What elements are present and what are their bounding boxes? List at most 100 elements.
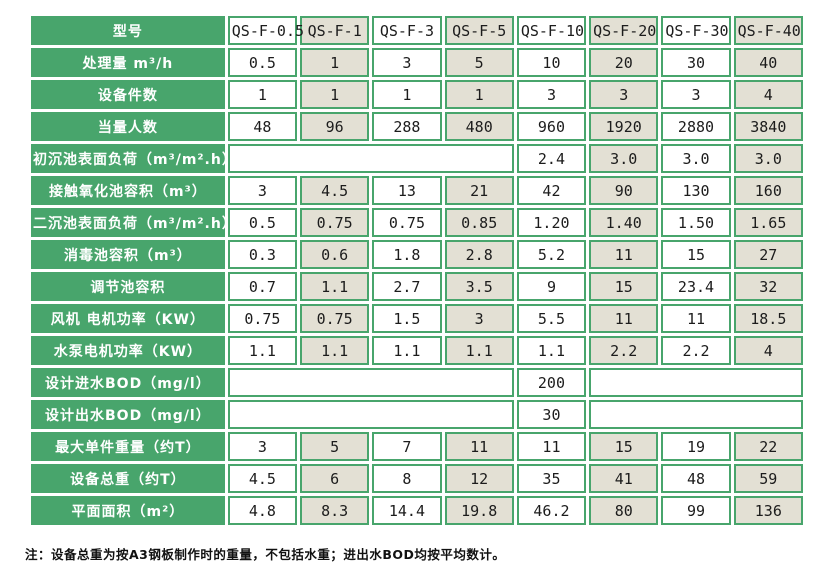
- row-label: 二沉池表面负荷（m³/m².h）: [31, 208, 236, 237]
- merged-blank-cell: [227, 144, 514, 173]
- value-cell: 3: [661, 80, 731, 109]
- value-cell: 0.75: [300, 304, 370, 333]
- table-row: 最大单件重量（约T） 3 5 7 11 11 15 19 22: [31, 432, 803, 461]
- column-header: QS-F-30: [661, 16, 731, 45]
- table-row: 当量人数 48 96 288 480 960 1920 2880 3840: [31, 112, 803, 141]
- value-cell: 41: [589, 464, 659, 493]
- value-cell: 5: [444, 48, 514, 77]
- value-cell: 14.4: [372, 496, 442, 525]
- row-label: 最大单件重量（约T）: [31, 432, 225, 461]
- value-cell: 19: [661, 432, 731, 461]
- table-row: 消毒池容积（m³） 0.3 0.6 1.8 2.8 5.2 11 15 27: [31, 240, 803, 269]
- column-header: QS-F-20: [589, 16, 659, 45]
- value-cell: 8: [372, 464, 442, 493]
- value-cell: 1.20: [516, 208, 587, 237]
- value-cell: 0.5: [227, 48, 298, 77]
- value-cell: 6: [300, 464, 370, 493]
- merged-blank-cell: [227, 400, 514, 429]
- value-cell: 1: [300, 48, 370, 77]
- value-cell: 1.8: [372, 240, 442, 269]
- column-header: QS-F-40: [733, 16, 803, 45]
- row-label: 水泵电机功率（KW）: [31, 336, 225, 365]
- value-cell: 3.0: [589, 144, 659, 173]
- value-cell: 1: [444, 80, 514, 109]
- row-label: 平面面积（m²）: [31, 496, 225, 525]
- value-cell: 48: [227, 112, 298, 141]
- row-label: 设备件数: [31, 80, 225, 109]
- value-cell: 90: [589, 176, 659, 205]
- value-cell: 1: [372, 80, 442, 109]
- value-cell: 0.5: [227, 208, 298, 237]
- value-cell: 1.65: [733, 208, 803, 237]
- value-cell: 1.1: [300, 272, 370, 301]
- spec-table: 型号 QS-F-0.5 QS-F-1 QS-F-3 QS-F-5 QS-F-10 QS-F-…: [28, 13, 806, 528]
- value-cell: 1.1: [444, 336, 514, 365]
- row-label: 风机 电机功率（KW）: [31, 304, 225, 333]
- value-cell: 0.3: [227, 240, 298, 269]
- value-cell: 0.75: [372, 208, 442, 237]
- table-row: 调节池容积 0.7 1.1 2.7 3.5 9 15 23.4 32: [31, 272, 803, 301]
- table-row: 设备件数 1 1 1 1 3 3 3 4: [31, 80, 803, 109]
- value-cell: 1.1: [372, 336, 442, 365]
- value-cell: 27: [733, 240, 803, 269]
- column-header: QS-F-3: [372, 16, 442, 45]
- value-cell: 0.75: [227, 304, 298, 333]
- value-cell: 18.5: [733, 304, 803, 333]
- table-row: 设计出水BOD（mg/l） 30: [31, 400, 803, 429]
- value-cell: 3: [372, 48, 442, 77]
- table-row: 风机 电机功率（KW） 0.75 0.75 1.5 3 5.5 11 11 18.5: [31, 304, 803, 333]
- row-label: 接触氧化池容积（m³）: [31, 176, 225, 205]
- value-cell: 15: [589, 432, 659, 461]
- value-cell: 2.2: [589, 336, 659, 365]
- value-cell: 1.1: [227, 336, 298, 365]
- value-cell: 13: [372, 176, 442, 205]
- value-cell: 3.0: [733, 144, 803, 173]
- value-cell: 3840: [733, 112, 803, 141]
- value-cell: 4.8: [227, 496, 298, 525]
- column-header: QS-F-1: [300, 16, 370, 45]
- corner-header-label: 型号: [31, 16, 225, 45]
- value-cell: 0.7: [227, 272, 298, 301]
- row-label: 消毒池容积（m³）: [31, 240, 225, 269]
- value-cell: 3.5: [444, 272, 514, 301]
- table-row: 处理量 m³/h 0.5 1 3 5 10 20 30 40: [31, 48, 803, 77]
- value-cell: 4.5: [300, 176, 370, 205]
- row-label: 当量人数: [31, 112, 225, 141]
- header-row: 型号 QS-F-0.5 QS-F-1 QS-F-3 QS-F-5 QS-F-10 QS-F-…: [31, 16, 803, 45]
- value-cell: 30: [516, 400, 587, 429]
- row-label: 设备总重（约T）: [31, 464, 225, 493]
- value-cell: 22: [733, 432, 803, 461]
- value-cell: 3: [227, 176, 298, 205]
- value-cell: 1: [227, 80, 298, 109]
- value-cell: 19.8: [444, 496, 514, 525]
- value-cell: 5: [300, 432, 370, 461]
- value-cell: 11: [661, 304, 731, 333]
- value-cell: 99: [661, 496, 731, 525]
- value-cell: 8.3: [300, 496, 370, 525]
- merged-blank-cell: [227, 368, 514, 397]
- value-cell: 480: [444, 112, 514, 141]
- value-cell: 20: [589, 48, 659, 77]
- value-cell: 4: [733, 80, 803, 109]
- value-cell: 10: [516, 48, 587, 77]
- value-cell: 1.5: [372, 304, 442, 333]
- value-cell: 7: [372, 432, 442, 461]
- row-label: 设计出水BOD（mg/l）: [31, 400, 225, 429]
- value-cell: 130: [661, 176, 731, 205]
- row-label: 初沉池表面负荷（m³/m².h）: [31, 144, 236, 173]
- value-cell: 0.6: [300, 240, 370, 269]
- value-cell: 59: [733, 464, 803, 493]
- value-cell: 960: [516, 112, 587, 141]
- value-cell: 3.0: [661, 144, 731, 173]
- value-cell: 1.40: [589, 208, 659, 237]
- value-cell: 23.4: [661, 272, 731, 301]
- row-label: 设计进水BOD（mg/l）: [31, 368, 225, 397]
- value-cell: 1.1: [516, 336, 587, 365]
- spec-table-container: 型号 QS-F-0.5 QS-F-1 QS-F-3 QS-F-5 QS-F-10 QS-F-…: [28, 13, 806, 528]
- value-cell: 11: [444, 432, 514, 461]
- value-cell: 0.75: [300, 208, 370, 237]
- merged-blank-cell: [589, 400, 803, 429]
- table-row: 设备总重（约T） 4.5 6 8 12 35 41 48 59: [31, 464, 803, 493]
- value-cell: 200: [516, 368, 587, 397]
- table-footnote: 注：设备总重为按A3钢板制作时的重量，不包括水重；进出水BOD均按平均数计。: [25, 547, 506, 562]
